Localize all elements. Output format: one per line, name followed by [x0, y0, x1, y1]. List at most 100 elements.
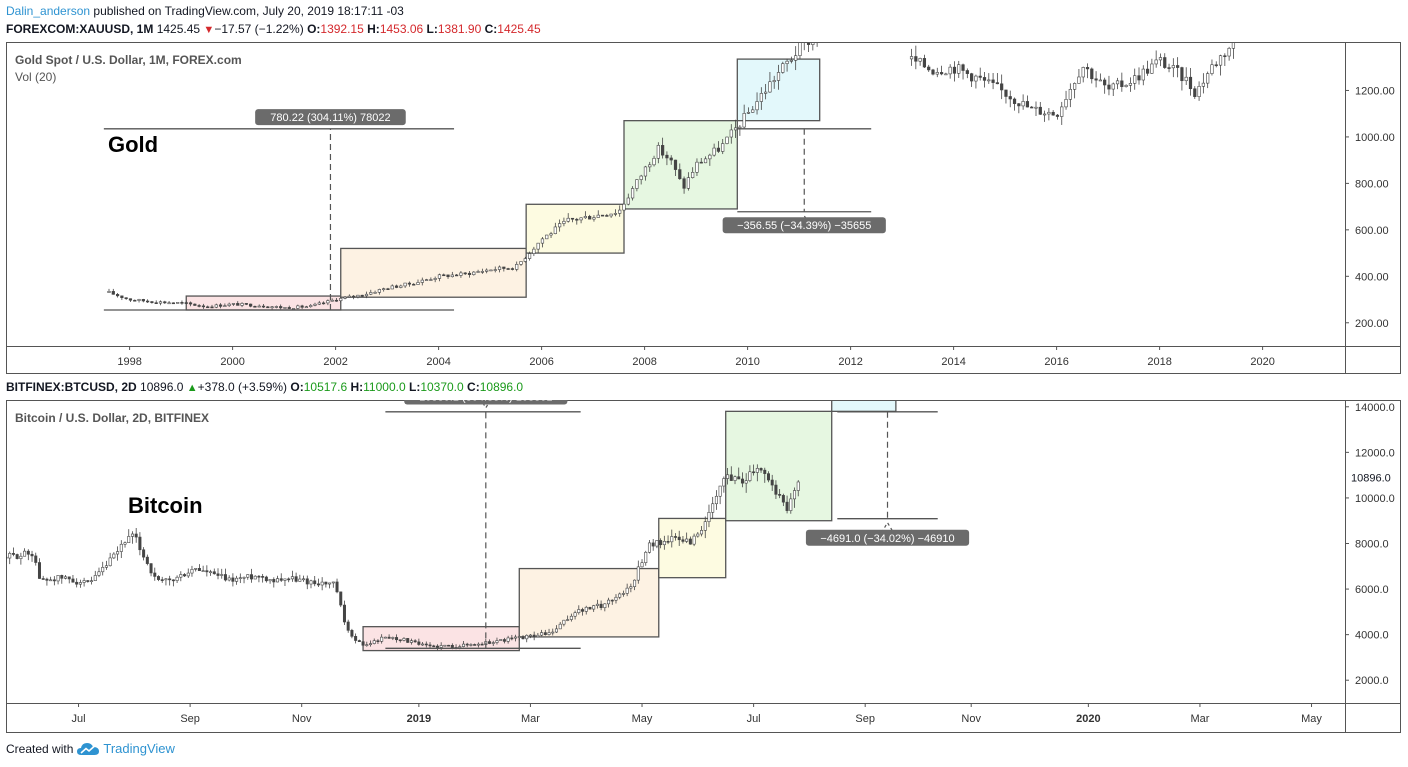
candle-body — [56, 575, 60, 582]
candle-body — [785, 501, 789, 511]
candle-body — [506, 637, 510, 642]
candle-body — [1231, 43, 1236, 49]
publish-header: Dalin_anderson published on TradingView.… — [6, 4, 404, 18]
candle-body — [1038, 106, 1042, 115]
candle-body — [309, 305, 313, 308]
plot-area[interactable] — [6, 400, 938, 652]
candle-body — [991, 79, 995, 83]
chart-title: Gold Spot / U.S. Dollar, 1M, FOREX.com — [15, 53, 242, 67]
candle-body — [575, 218, 579, 221]
candle-body — [197, 305, 201, 307]
gold-symbol[interactable]: FOREXCOM:XAUUSD, 1M — [6, 22, 154, 36]
candle-body — [618, 209, 622, 214]
candle-body — [662, 541, 666, 546]
candle-body — [1201, 82, 1205, 87]
candle-body — [1047, 111, 1051, 115]
candle-body — [1081, 67, 1085, 78]
candle-body — [570, 217, 575, 220]
measure-arrow-2 — [880, 521, 895, 533]
candle-body — [137, 299, 141, 301]
candle-body — [485, 269, 489, 272]
footer-brand[interactable]: TradingView — [103, 741, 175, 756]
candle-body — [82, 580, 86, 583]
measure-label-2: −356.55 (−34.39%) −35655 — [737, 220, 871, 232]
candle-body — [238, 577, 242, 579]
candle-body — [1064, 99, 1068, 108]
up-triangle-icon: ▲ — [186, 382, 198, 394]
candle-body — [764, 91, 768, 94]
candle-body — [111, 291, 115, 295]
candle-body — [952, 66, 957, 74]
btc-symbol[interactable]: BITFINEX:BTCUSD, 2D — [6, 380, 137, 394]
candle-body — [630, 188, 635, 199]
candle-body — [473, 644, 477, 646]
candle-body — [231, 577, 235, 582]
candle-body — [729, 129, 733, 138]
candle-body — [316, 583, 320, 586]
candle-body — [212, 571, 216, 575]
x-tick-label: Jul — [71, 713, 85, 725]
candle-body — [652, 157, 656, 166]
x-tick-label: 2000 — [220, 356, 244, 368]
measure-label-bg-2 — [722, 217, 886, 234]
candle-body — [205, 570, 209, 573]
btc-open-key: O: — [290, 380, 304, 394]
candle-body — [227, 303, 231, 306]
candle-body — [592, 217, 596, 220]
candle-body — [296, 305, 300, 309]
candle-body — [214, 304, 218, 308]
candle-body — [437, 274, 442, 279]
candle-body — [380, 636, 384, 642]
candle-body — [469, 644, 473, 646]
measure-label-bg-1 — [404, 400, 568, 405]
gold-open-value: 1392.15 — [320, 22, 364, 36]
candle-body — [112, 553, 116, 559]
author-link[interactable]: Dalin_anderson — [6, 4, 91, 18]
candle-body — [142, 549, 146, 558]
candle-body — [145, 556, 149, 564]
candle-body — [90, 580, 94, 582]
candle-body — [491, 642, 495, 644]
candle-body — [257, 305, 261, 308]
candle-body — [517, 636, 521, 638]
x-tick-label: 2020 — [1076, 713, 1100, 725]
candle-body — [343, 296, 347, 299]
candle-body — [406, 638, 410, 643]
candle-body — [1060, 106, 1064, 117]
candle-body — [540, 238, 545, 244]
stage-box-3 — [658, 517, 727, 579]
candle-body — [45, 578, 49, 581]
gold-chart-panel[interactable]: 780.22 (304.11%) 78022 −356.55 (−34.39%) … — [6, 42, 1401, 374]
candle-body — [931, 69, 935, 75]
candle-body — [167, 302, 171, 305]
candle-body — [1163, 57, 1167, 68]
candle-body — [93, 575, 97, 581]
candle-body — [261, 576, 265, 578]
candle-body — [774, 484, 778, 495]
btc-chart-panel[interactable]: 10380.1 (304.38%) 103801 −4691.0 (−34.02%… — [6, 400, 1401, 733]
candle-body — [231, 303, 236, 305]
candle-body — [712, 147, 716, 156]
candle-body — [6, 556, 8, 559]
measure-label-bg-2 — [805, 529, 970, 546]
candle-body — [220, 574, 224, 576]
candle-body — [665, 154, 669, 159]
candle-body — [562, 220, 566, 224]
measure-label-2: −4691.0 (−34.02%) −46910 — [820, 533, 954, 545]
candle-body — [755, 101, 759, 111]
candle-body — [124, 297, 128, 300]
candle-body — [171, 579, 175, 582]
candle-body — [395, 637, 399, 641]
down-triangle-icon: ▼ — [203, 24, 215, 36]
candle-body — [978, 75, 982, 78]
candle-body — [566, 619, 570, 621]
candle-body — [201, 570, 205, 572]
candle-body — [502, 639, 506, 642]
candle-body — [416, 282, 420, 285]
x-tick-label: May — [1301, 713, 1322, 725]
btc-chart[interactable]: 10380.1 (304.38%) 103801 −4691.0 (−34.02%… — [6, 400, 1401, 733]
candle-body — [183, 574, 187, 577]
candle-body — [714, 495, 718, 505]
plot-area[interactable] — [103, 42, 1236, 311]
gold-chart[interactable]: 780.22 (304.11%) 78022 −356.55 (−34.39%) … — [6, 42, 1401, 374]
